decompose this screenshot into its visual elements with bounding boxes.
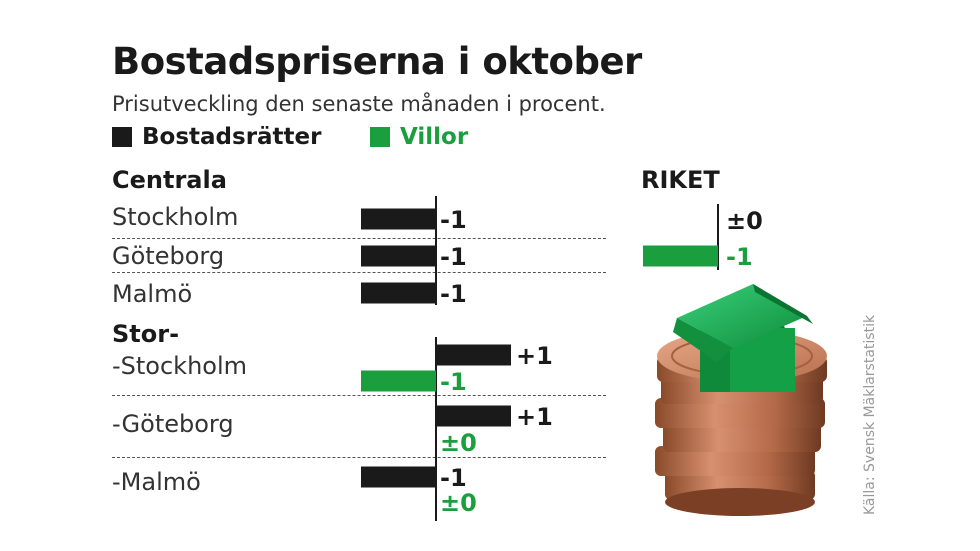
category-label-stor-stockholm: -Stockholm — [112, 352, 248, 380]
row-separator — [112, 395, 606, 396]
category-label-malmo: Malmö — [112, 280, 193, 308]
category-label-stor-goteborg: -Göteborg — [112, 410, 234, 438]
category-label-goteborg: Göteborg — [112, 242, 225, 270]
data-label: ±0 — [726, 207, 763, 235]
legend-item-villor: Villor — [370, 124, 468, 150]
data-label: -1 — [440, 206, 467, 234]
chart-title: Bostadspriserna i oktober — [112, 40, 642, 83]
bar-bostadsratter — [361, 466, 436, 488]
data-label: +1 — [516, 342, 553, 370]
data-label: -1 — [726, 243, 753, 271]
data-label: -1 — [440, 243, 467, 271]
data-label: -1 — [440, 280, 467, 308]
row-separator — [112, 457, 606, 458]
legend-label: Bostadsrätter — [142, 124, 322, 150]
legend-swatch-green — [370, 127, 390, 147]
row-separator — [112, 272, 606, 273]
bar-bostadsratter — [436, 344, 511, 366]
bar-bostadsratter — [436, 405, 511, 427]
bar-villor — [361, 370, 436, 392]
legend-item-bostadsratter: Bostadsrätter — [112, 124, 322, 150]
row-separator — [112, 238, 606, 239]
group-heading-centrala: Centrala — [112, 166, 227, 194]
coins-house-photo-icon — [625, 270, 860, 530]
bar-bostadsratter — [361, 208, 436, 230]
data-label: ±0 — [440, 489, 477, 517]
source-text: Källa: Svensk Mäklarstatistik — [862, 314, 878, 515]
bar-bostadsratter — [361, 282, 436, 304]
data-label: ±0 — [440, 429, 477, 457]
group-heading-riket: RIKET — [641, 166, 720, 194]
chart-subtitle: Prisutveckling den senaste månaden i pro… — [112, 92, 606, 116]
category-label-stor-malmo: -Malmö — [112, 468, 201, 496]
legend-label: Villor — [400, 124, 469, 150]
legend-swatch-black — [112, 127, 132, 147]
bar-villor — [643, 245, 718, 267]
data-label: +1 — [516, 403, 553, 431]
data-label: -1 — [440, 368, 467, 396]
category-label-stockholm: Stockholm — [112, 203, 239, 231]
bar-bostadsratter — [361, 245, 436, 267]
group-heading-stor: Stor- — [112, 320, 180, 348]
data-label: -1 — [440, 464, 467, 492]
